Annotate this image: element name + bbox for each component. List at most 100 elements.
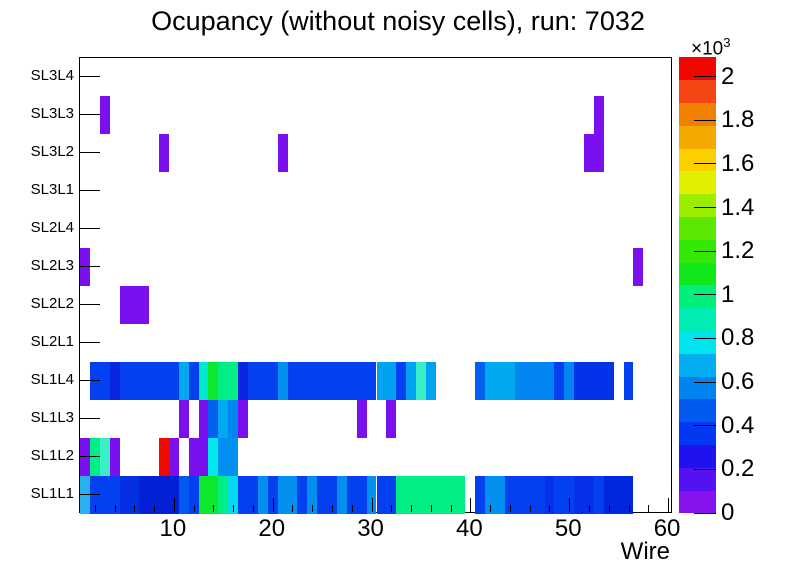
z-scale-tick-label: 2 [721, 62, 735, 90]
x-axis-minor-tick [114, 505, 116, 512]
x-axis-minor-tick [233, 505, 235, 512]
color-scale-band [679, 79, 716, 104]
heatmap-cell [376, 476, 397, 514]
x-axis-minor-tick [94, 505, 96, 512]
heatmap-cell [564, 362, 575, 400]
y-axis-tick [80, 228, 100, 229]
heatmap-cell [307, 476, 318, 514]
heatmap-cell [366, 476, 377, 514]
heatmap-cell [159, 134, 169, 172]
y-axis-tick [80, 304, 100, 305]
y-axis-label: SL2L2 [30, 295, 74, 312]
z-multiplier-exponent: 3 [723, 35, 731, 50]
heatmap-cell [267, 476, 278, 514]
heatmap-cell [376, 362, 397, 400]
heatmap-cell [336, 476, 347, 514]
y-axis-tick [80, 76, 100, 77]
z-scale-tick [694, 76, 716, 78]
heatmap-cell [218, 362, 239, 400]
plot-area [79, 57, 672, 514]
color-scale-band [679, 102, 716, 126]
x-axis-tick-label: 40 [456, 515, 483, 542]
color-scale-band [679, 262, 716, 286]
heatmap-cell [248, 362, 278, 400]
color-scale-bar [679, 57, 716, 514]
heatmap-cell [593, 476, 604, 514]
color-scale-band [679, 490, 716, 514]
heatmap-cell [238, 362, 248, 400]
heatmap-cell [208, 362, 219, 400]
y-axis-label: SL2L4 [30, 219, 74, 236]
x-axis-minor-tick [411, 505, 413, 512]
heatmap-cell [80, 248, 90, 286]
x-axis-tick-label: 30 [357, 515, 384, 542]
heatmap-cell [287, 362, 377, 400]
x-axis-major-tick [272, 498, 274, 512]
x-axis-minor-tick [332, 505, 334, 512]
x-axis-minor-tick [549, 505, 551, 512]
color-scale-band [679, 148, 716, 172]
z-scale-tick-label: 0.6 [721, 368, 755, 396]
x-axis-minor-tick [648, 505, 650, 512]
heatmap-cell [593, 96, 604, 134]
heatmap-cell [574, 476, 594, 514]
x-axis-tick-label: 10 [159, 515, 187, 542]
z-scale-tick [694, 163, 716, 165]
heatmap-cell [178, 400, 189, 438]
x-axis-major-tick [668, 498, 670, 512]
color-scale-band [679, 444, 716, 468]
heatmap-cell [485, 476, 505, 514]
heatmap-cell [168, 438, 179, 476]
y-axis-label: SL2L1 [30, 333, 74, 350]
y-axis-label: SL3L4 [30, 67, 74, 84]
heatmap-cell [257, 476, 268, 514]
color-scale-band [679, 307, 716, 332]
heatmap-cell [178, 476, 189, 514]
heatmap-cell [198, 362, 209, 400]
heatmap-cell [228, 476, 239, 514]
heatmap-cell [109, 438, 120, 476]
y-axis-label: SL1L1 [30, 485, 74, 502]
z-scale-tick-label: 0.8 [721, 324, 755, 352]
z-multiplier-base: ×10 [691, 38, 724, 60]
y-axis-label: SL1L4 [30, 371, 74, 388]
x-axis-major-tick [569, 498, 571, 512]
heatmap-cell [188, 438, 209, 476]
x-axis-minor-tick [391, 505, 393, 512]
heatmap-cell [485, 362, 515, 400]
x-axis-minor-tick [193, 505, 195, 512]
color-scale-band [679, 285, 716, 309]
z-scale-tick [694, 294, 716, 296]
x-axis-minor-tick [608, 505, 610, 512]
heatmap-cell [475, 362, 486, 400]
heatmap-cell [139, 476, 179, 514]
heatmap-cell [277, 476, 298, 514]
color-scale-band [679, 376, 716, 400]
heatmap-cell [554, 476, 575, 514]
z-scale-tick-label: 1 [721, 280, 735, 308]
heatmap-cell [504, 476, 545, 514]
heatmap-cell [238, 400, 248, 438]
x-axis-minor-tick [351, 505, 353, 512]
heatmap-cell [416, 362, 426, 400]
z-scale-tick-label: 1.8 [721, 106, 755, 134]
heatmap-cell [119, 476, 140, 514]
heatmap-cell [178, 362, 189, 400]
color-scale-band [679, 353, 716, 377]
x-axis-major-tick [173, 498, 175, 512]
heatmap-cell [277, 134, 288, 172]
heatmap-cell [109, 362, 120, 400]
heatmap-cell [425, 362, 436, 400]
heatmap-cell [218, 438, 239, 476]
heatmap-cell [89, 362, 110, 400]
heatmap-cell [623, 362, 634, 400]
color-scale-band [679, 399, 716, 423]
heatmap-cell [80, 438, 90, 476]
heatmap-cell [159, 438, 169, 476]
heatmap-cell [208, 438, 219, 476]
z-scale-tick-label: 0.4 [721, 411, 755, 439]
x-axis-minor-tick [292, 505, 294, 512]
y-axis-label: SL2L3 [30, 257, 74, 274]
heatmap-cell [574, 362, 614, 400]
y-axis-tick [80, 190, 100, 191]
